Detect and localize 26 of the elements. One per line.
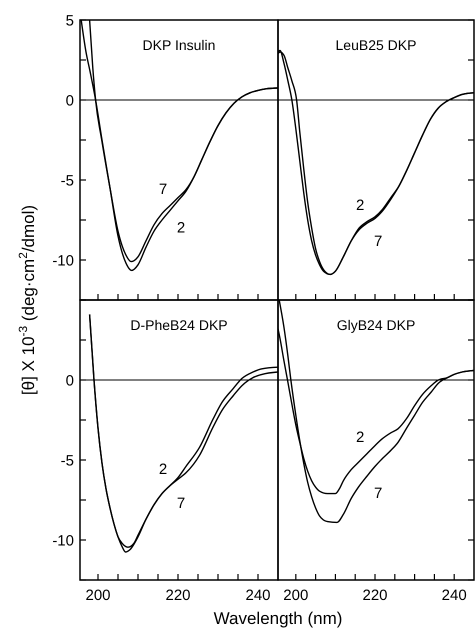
y-tick-label: -10 — [52, 532, 74, 550]
series-label: 7 — [374, 232, 382, 250]
series-label: 7 — [176, 494, 186, 512]
y-tick-label: -5 — [60, 172, 74, 190]
x-tick-label: 240 — [442, 587, 467, 604]
x-tick-label: 200 — [85, 587, 111, 604]
x-axis-title: Wavelength (nm) — [214, 609, 342, 628]
text: GlyB24 DKP — [336, 317, 416, 333]
x-tick-label: 200 — [283, 587, 308, 604]
series-label: 7 — [158, 180, 168, 198]
series-label: 2 — [356, 197, 364, 214]
text: D-PheB24 DKP — [130, 317, 228, 333]
x-tick-label: 220 — [165, 587, 191, 604]
series-label: 2 — [176, 219, 186, 236]
y-tick-label: 0 — [66, 92, 74, 110]
y-tick-label: 5 — [66, 12, 74, 30]
text: DKP Insulin — [142, 37, 216, 53]
y-tick-label: -5 — [60, 452, 74, 470]
x-tick-label: 240 — [245, 587, 271, 604]
x-tick-label: 220 — [362, 587, 388, 604]
series-label: 7 — [374, 484, 382, 502]
series-label: 2 — [158, 460, 168, 478]
series-label: 2 — [356, 428, 364, 446]
text: LeuB25 DKP — [336, 37, 416, 53]
y-tick-label: 0 — [66, 372, 74, 390]
y-tick-label: -10 — [52, 252, 74, 270]
